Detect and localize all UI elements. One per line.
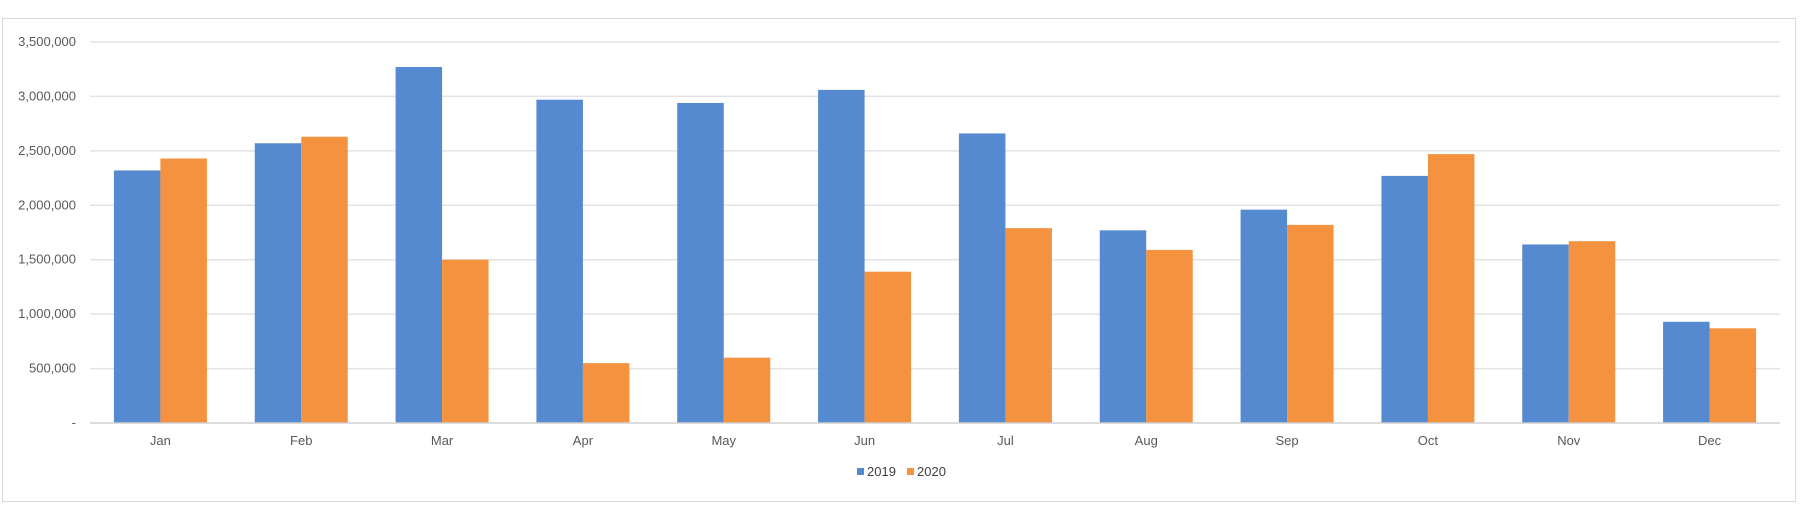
bar-2019-jul <box>958 133 1006 423</box>
y-tick-label: 3,500,000 <box>18 34 76 49</box>
bar-2020-sep <box>1287 224 1334 423</box>
x-tick-label: Mar <box>431 433 454 448</box>
bar-2019-aug <box>1099 230 1147 423</box>
legend-swatch-2019 <box>857 468 864 475</box>
bar-2020-aug <box>1146 249 1193 423</box>
bar-2020-jul <box>1005 228 1052 423</box>
x-tick-label: Oct <box>1418 433 1439 448</box>
bar-2019-nov <box>1522 244 1569 423</box>
x-axis-ticks: Jan Feb Mar Apr May Jun Jul Aug Sep Oct Nov Dec <box>150 433 1722 448</box>
bar-2020-may <box>723 357 771 423</box>
bar-2019-feb <box>254 143 302 424</box>
x-tick-label: Dec <box>1698 433 1722 448</box>
bar-2019-jun <box>818 89 865 423</box>
x-tick-label: Jul <box>997 433 1014 448</box>
y-tick-label: 500,000 <box>29 361 76 376</box>
bar-2020-jun <box>864 271 912 423</box>
bar-2019-oct <box>1381 175 1428 423</box>
x-tick-label: Sep <box>1276 433 1299 448</box>
x-tick-label: Jun <box>854 433 875 448</box>
x-tick-label: May <box>711 433 736 448</box>
bar-2020-dec <box>1709 328 1757 423</box>
gridlines <box>90 41 1780 370</box>
x-tick-label: Jan <box>150 433 171 448</box>
bar-2019-sep <box>1240 209 1288 423</box>
bar-2019-mar <box>395 67 443 423</box>
bar-2020-jan <box>160 158 207 423</box>
y-tick-label: 1,500,000 <box>18 252 76 267</box>
bar-2020-feb <box>301 136 348 423</box>
y-axis-ticks: - 500,000 1,000,000 1,500,000 2,000,000 2,500… <box>18 34 76 430</box>
bars <box>113 67 1757 424</box>
bar-2020-apr <box>582 363 630 423</box>
x-tick-label: Aug <box>1135 433 1158 448</box>
legend-label-2019: 2019 <box>867 464 896 479</box>
x-tick-label: Apr <box>573 433 594 448</box>
x-tick-label: Nov <box>1557 433 1581 448</box>
y-tick-label: 1,000,000 <box>18 306 76 321</box>
y-tick-label: 2,000,000 <box>18 197 76 212</box>
y-tick-label: 3,000,000 <box>18 88 76 103</box>
x-tick-label: Feb <box>290 433 312 448</box>
bar-2019-dec <box>1663 321 1710 423</box>
legend-swatch-2020 <box>907 468 914 475</box>
legend: 2019 2020 <box>857 464 946 479</box>
bar-2019-apr <box>536 99 583 424</box>
bar-2019-jan <box>113 170 161 423</box>
y-tick-label: - <box>72 415 76 430</box>
y-tick-label: 2,500,000 <box>18 143 76 158</box>
bar-2020-mar <box>442 259 489 423</box>
bar-2020-nov <box>1568 241 1616 423</box>
bar-2019-may <box>677 102 724 424</box>
legend-label-2020: 2020 <box>917 464 946 479</box>
bar-2020-oct <box>1427 154 1475 423</box>
